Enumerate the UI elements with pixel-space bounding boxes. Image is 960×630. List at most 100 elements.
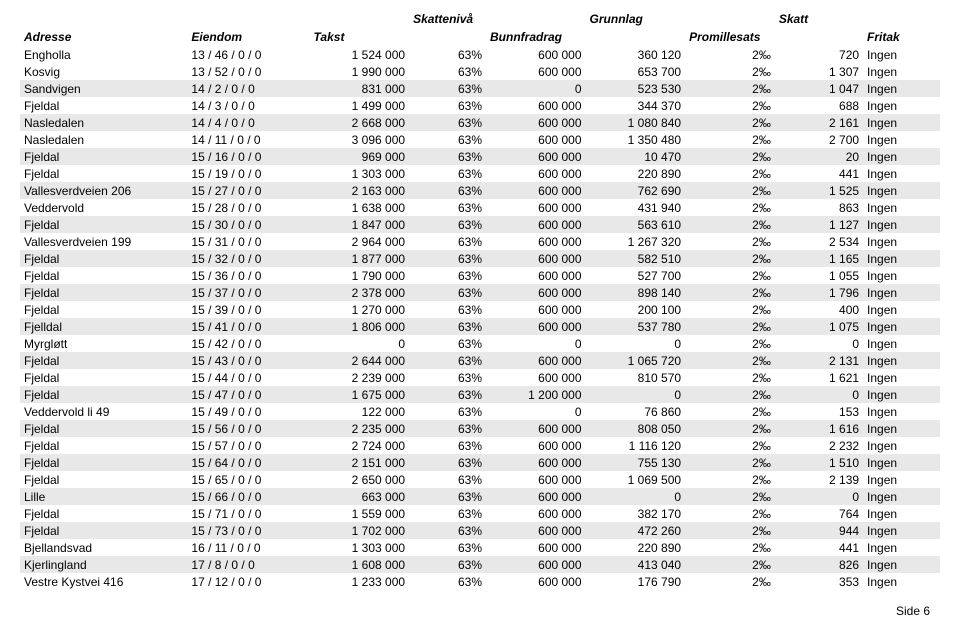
cell: 63% (409, 80, 486, 97)
cell: 17 / 8 / 0 / 0 (187, 556, 309, 573)
cell: 600 000 (486, 216, 586, 233)
cell: 2 232 (775, 437, 863, 454)
cell: 17 / 12 / 0 / 0 (187, 573, 309, 590)
cell: 663 000 (310, 488, 410, 505)
table-row: Bjellandsvad16 / 11 / 0 / 01 303 00063%6… (20, 539, 940, 556)
cell: 600 000 (486, 437, 586, 454)
cell: 1 303 000 (310, 539, 410, 556)
cell: Ingen (863, 556, 940, 573)
cell: 200 100 (586, 301, 686, 318)
cell: 0 (586, 335, 686, 352)
cell: 863 (775, 199, 863, 216)
cell: 2‰ (685, 437, 775, 454)
cell: 720 (775, 46, 863, 63)
cell: Bjellandsvad (20, 539, 187, 556)
cell: 1 303 000 (310, 165, 410, 182)
cell: Nasledalen (20, 131, 187, 148)
cell: 15 / 39 / 0 / 0 (187, 301, 309, 318)
cell: 63% (409, 369, 486, 386)
cell: 63% (409, 335, 486, 352)
table-row: Fjelldal15 / 41 / 0 / 01 806 00063%600 0… (20, 318, 940, 335)
cell: Engholla (20, 46, 187, 63)
cell: 600 000 (486, 114, 586, 131)
cell: 600 000 (486, 471, 586, 488)
cell: 14 / 11 / 0 / 0 (187, 131, 309, 148)
table-row: Fjeldal15 / 44 / 0 / 02 239 00063%600 00… (20, 369, 940, 386)
cell: 15 / 30 / 0 / 0 (187, 216, 309, 233)
cell: Ingen (863, 165, 940, 182)
cell: Lille (20, 488, 187, 505)
cell: 63% (409, 199, 486, 216)
cell: 600 000 (486, 488, 586, 505)
cell: 2 161 (775, 114, 863, 131)
cell: 600 000 (486, 369, 586, 386)
cell: Ingen (863, 352, 940, 369)
cell: 1 065 720 (586, 352, 686, 369)
cell: 0 (775, 488, 863, 505)
cell: 653 700 (586, 63, 686, 80)
cell: 63% (409, 488, 486, 505)
cell: 122 000 (310, 403, 410, 420)
cell: 63% (409, 165, 486, 182)
cell: 2‰ (685, 233, 775, 250)
cell: 537 780 (586, 318, 686, 335)
cell: 600 000 (486, 63, 586, 80)
cell: Fjeldal (20, 522, 187, 539)
cell: 563 610 (586, 216, 686, 233)
cell: Ingen (863, 284, 940, 301)
cell: 2‰ (685, 352, 775, 369)
cell: 1 069 500 (586, 471, 686, 488)
cell: 3 096 000 (310, 131, 410, 148)
cell: 0 (486, 335, 586, 352)
cell: Fjeldal (20, 250, 187, 267)
cell: Fjeldal (20, 165, 187, 182)
table-row: Sandvigen14 / 2 / 0 / 0831 00063%0523 53… (20, 80, 940, 97)
cell: 2 534 (775, 233, 863, 250)
cell: 2‰ (685, 573, 775, 590)
cell: 63% (409, 386, 486, 403)
table-row: Fjeldal15 / 56 / 0 / 02 235 00063%600 00… (20, 420, 940, 437)
table-row: Nasledalen14 / 4 / 0 / 02 668 00063%600 … (20, 114, 940, 131)
cell: Fjeldal (20, 148, 187, 165)
cell: 944 (775, 522, 863, 539)
cell: 63% (409, 233, 486, 250)
cell: 762 690 (586, 182, 686, 199)
cell: Fjeldal (20, 505, 187, 522)
cell: Ingen (863, 233, 940, 250)
cell: 15 / 43 / 0 / 0 (187, 352, 309, 369)
cell: 2‰ (685, 182, 775, 199)
cell: 2‰ (685, 216, 775, 233)
cell: Ingen (863, 369, 940, 386)
cell: 1 524 000 (310, 46, 410, 63)
cell: 2 235 000 (310, 420, 410, 437)
cell: 2‰ (685, 165, 775, 182)
cell: 2‰ (685, 403, 775, 420)
cell: 63% (409, 131, 486, 148)
header-adresse: Adresse (20, 28, 187, 46)
cell: Ingen (863, 63, 940, 80)
cell: 2‰ (685, 46, 775, 63)
cell: 13 / 52 / 0 / 0 (187, 63, 309, 80)
cell: 1 559 000 (310, 505, 410, 522)
table-row: Vallesverdveien 19915 / 31 / 0 / 02 964 … (20, 233, 940, 250)
cell: 15 / 64 / 0 / 0 (187, 454, 309, 471)
table-row: Vestre Kystvei 41617 / 12 / 0 / 01 233 0… (20, 573, 940, 590)
cell: Ingen (863, 199, 940, 216)
cell: 2‰ (685, 318, 775, 335)
cell: 600 000 (486, 284, 586, 301)
cell: 1 877 000 (310, 250, 410, 267)
cell: 582 510 (586, 250, 686, 267)
cell: 441 (775, 165, 863, 182)
cell: 14 / 3 / 0 / 0 (187, 97, 309, 114)
cell: 1 675 000 (310, 386, 410, 403)
cell: 63% (409, 352, 486, 369)
cell: 10 470 (586, 148, 686, 165)
cell: 2 163 000 (310, 182, 410, 199)
cell: Fjeldal (20, 284, 187, 301)
cell: Ingen (863, 505, 940, 522)
cell: 63% (409, 471, 486, 488)
table-row: Fjeldal15 / 16 / 0 / 0969 00063%600 0001… (20, 148, 940, 165)
cell: 344 370 (586, 97, 686, 114)
cell: 2‰ (685, 199, 775, 216)
cell: 2‰ (685, 148, 775, 165)
